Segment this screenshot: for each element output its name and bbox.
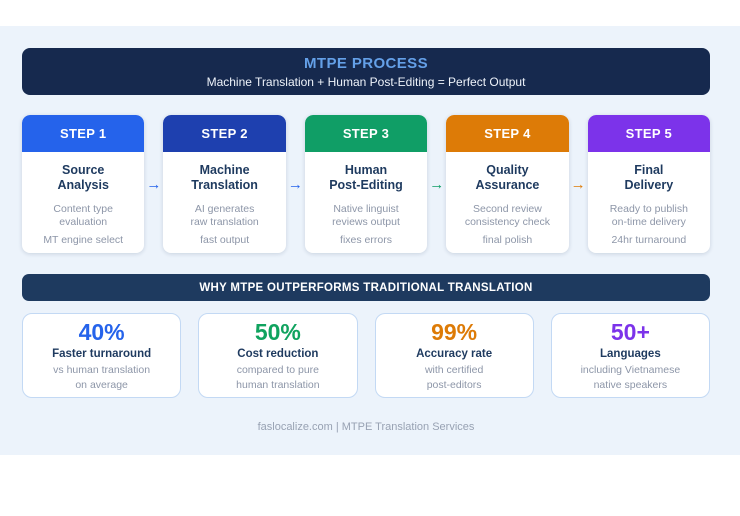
arrow-right-icon: → xyxy=(287,175,303,193)
stat-value: 50+ xyxy=(610,319,650,345)
stat-value: 50% xyxy=(254,319,301,345)
page-subtitle: Machine Translation + Human Post-Editing… xyxy=(206,74,526,89)
step-4-title: Quality Assurance xyxy=(475,163,540,193)
step-4-header: STEP 4 xyxy=(446,115,569,152)
stat-detail: vs human translation on average xyxy=(53,364,151,392)
step-3-desc-primary: Native linguist reviews output xyxy=(332,202,400,229)
stat-value: 99% xyxy=(431,319,478,345)
arrow-right-icon: → xyxy=(429,175,445,193)
step-5-title: Final Delivery xyxy=(624,163,674,193)
step-5-desc-primary: Ready to publish on-time delivery xyxy=(609,202,688,229)
step-4-desc-primary: Second review consistency check xyxy=(464,202,551,229)
benefits-heading-bar: WHY MTPE OUTPERFORMS TRADITIONAL TRANSLA… xyxy=(22,274,710,301)
benefits-heading: WHY MTPE OUTPERFORMS TRADITIONAL TRANSLA… xyxy=(199,281,533,294)
step-2-title: Machine Translation xyxy=(191,163,258,193)
step-card-2: STEP 2 Machine Translation AI generates … xyxy=(163,115,286,253)
step-5-label: STEP 5 xyxy=(625,126,673,141)
page-title: MTPE PROCESS xyxy=(304,54,428,72)
stat-detail: with certified post-editors xyxy=(424,364,484,392)
step-4-label: STEP 4 xyxy=(484,126,531,141)
step-2-body: Machine Translation AI generates raw tra… xyxy=(163,152,285,248)
process-steps-row: STEP 1 Source Analysis Content type eval… xyxy=(22,115,711,253)
stat-detail: including Vietnamese native speakers xyxy=(580,364,681,392)
stat-card-cost: 50% Cost reduction compared to pure huma… xyxy=(198,313,358,398)
stat-card-turnaround: 40% Faster turnaround vs human translati… xyxy=(22,313,182,398)
step-4-desc-secondary: final polish xyxy=(482,234,533,247)
step-1-desc-primary: Content type evaluation xyxy=(53,202,113,229)
step-3-body: Human Post-Editing Native linguist revie… xyxy=(305,152,427,248)
step-card-3: STEP 3 Human Post-Editing Native linguis… xyxy=(304,115,428,253)
step-3-title: Human Post-Editing xyxy=(329,163,403,193)
stat-card-languages: 50+ Languages including Vietnamese nativ… xyxy=(550,313,710,398)
stat-detail: compared to pure human translation xyxy=(236,364,320,392)
step-card-1: STEP 1 Source Analysis Content type eval… xyxy=(22,115,145,253)
step-2-header: STEP 2 xyxy=(163,115,286,152)
arrow-right-icon: → xyxy=(146,175,162,193)
footer-credit: faslocalize.com | MTPE Translation Servi… xyxy=(257,421,475,433)
step-card-4: STEP 4 Quality Assurance Second review c… xyxy=(446,115,569,253)
stats-row: 40% Faster turnaround vs human translati… xyxy=(22,313,710,398)
step-4-body: Quality Assurance Second review consiste… xyxy=(446,152,568,248)
stat-label: Cost reduction xyxy=(237,348,319,361)
step-1-label: STEP 1 xyxy=(60,126,107,141)
step-1-desc-secondary: MT engine select xyxy=(43,234,124,247)
infographic-panel: MTPE PROCESS Machine Translation + Human… xyxy=(0,26,740,455)
stat-label: Languages xyxy=(600,348,661,361)
step-1-body: Source Analysis Content type evaluation … xyxy=(22,152,144,248)
step-5-header: STEP 5 xyxy=(587,115,711,152)
step-3-label: STEP 3 xyxy=(342,126,390,141)
step-5-desc-secondary: 24hr turnaround xyxy=(611,234,687,247)
hero-header: MTPE PROCESS Machine Translation + Human… xyxy=(22,48,710,95)
step-5-body: Final Delivery Ready to publish on-time … xyxy=(588,152,710,248)
stat-card-accuracy: 99% Accuracy rate with certified post-ed… xyxy=(374,313,534,398)
step-card-5: STEP 5 Final Delivery Ready to publish o… xyxy=(587,115,711,253)
step-3-desc-secondary: fixes errors xyxy=(340,234,392,247)
step-2-label: STEP 2 xyxy=(201,126,248,141)
step-1-title: Source Analysis xyxy=(57,163,109,193)
step-2-desc-secondary: fast output xyxy=(200,234,250,247)
step-2-desc-primary: AI generates raw translation xyxy=(190,202,259,229)
step-1-header: STEP 1 xyxy=(22,115,145,152)
arrow-right-icon: → xyxy=(570,175,586,193)
stat-value: 40% xyxy=(78,319,125,345)
stat-label: Faster turnaround xyxy=(52,348,152,361)
stat-label: Accuracy rate xyxy=(416,348,493,361)
step-3-header: STEP 3 xyxy=(304,115,428,152)
